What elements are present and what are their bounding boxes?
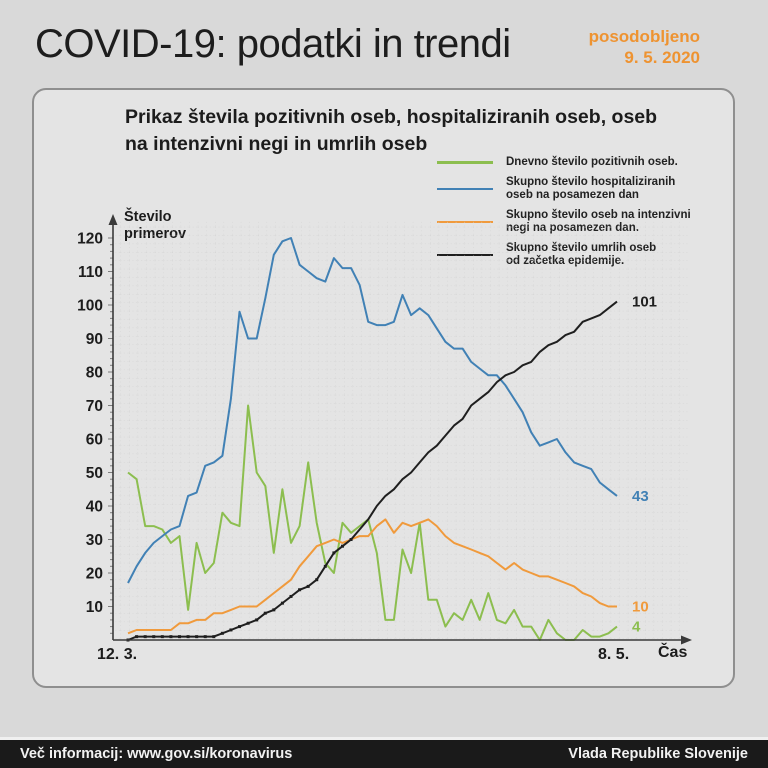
legend-swatch-icon — [437, 220, 493, 224]
footer-gov-label: Vlada Republike Slovenije — [568, 746, 748, 762]
chart-title-line1: Prikaz števila pozitivnih oseb, hospital… — [125, 106, 658, 128]
legend-swatch-icon — [437, 187, 493, 191]
legend-label: Skupno število hospitaliziranih oseb na p… — [506, 176, 676, 201]
footer-info-link[interactable]: Več informacij: www.gov.si/koronavirus — [20, 746, 293, 762]
legend-label: Skupno število oseb na intenzivni negi na… — [506, 209, 691, 234]
updated-badge: posodobljeno 9. 5. 2020 — [589, 26, 700, 68]
updated-date: 9. 5. 2020 — [624, 48, 700, 67]
x-axis-end-label: 8. 5. — [598, 646, 630, 663]
legend-swatch-icon — [437, 253, 493, 257]
legend-swatch-icon — [437, 161, 493, 164]
chart-title: Prikaz števila pozitivnih oseb, hospital… — [125, 104, 700, 158]
x-axis-title: Čas — [658, 644, 688, 661]
legend-label: Skupno število umrlih oseb od začetka epi… — [506, 242, 657, 267]
x-axis-start-label: 12. 3. — [97, 646, 138, 663]
page-title: COVID-19: podatki in trendi — [35, 22, 511, 66]
legend-item: Skupno število oseb na intenzivni negi na… — [437, 209, 692, 235]
chart-title-line2: na intenzivni negi in umrlih oseb — [125, 133, 428, 155]
footer-bar: Več informacij: www.gov.si/koronavirus V… — [0, 737, 768, 768]
y-axis-title: Število primerov — [124, 209, 187, 242]
legend-item: Dnevno število pozitivnih oseb. — [437, 156, 692, 169]
chart-legend: Dnevno število pozitivnih oseb. Skupno št… — [437, 156, 692, 275]
updated-label: posodobljeno — [588, 27, 700, 46]
legend-item: Skupno število hospitaliziranih oseb na p… — [437, 176, 692, 202]
legend-item: Skupno število umrlih oseb od začetka epi… — [437, 242, 692, 268]
legend-label: Dnevno število pozitivnih oseb. — [506, 156, 678, 168]
